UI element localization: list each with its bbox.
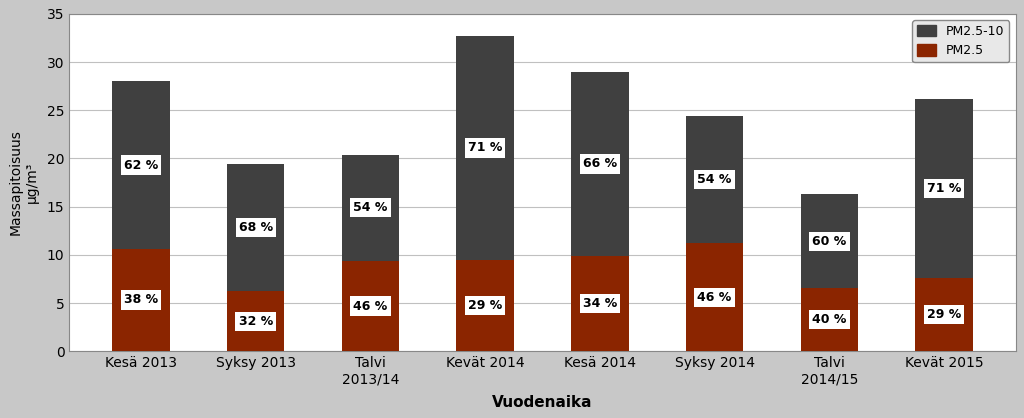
Bar [342, 155, 399, 261]
Bar [571, 71, 629, 256]
Text: 32 %: 32 % [239, 315, 272, 328]
Bar [915, 278, 973, 351]
Bar [457, 260, 514, 351]
Bar [801, 194, 858, 288]
Text: 54 %: 54 % [697, 173, 732, 186]
Text: 66 %: 66 % [583, 158, 616, 171]
Y-axis label: Massapitoisuus
μg/m³: Massapitoisuus μg/m³ [8, 130, 39, 235]
Text: 71 %: 71 % [927, 182, 962, 195]
X-axis label: Vuodenaika: Vuodenaika [493, 395, 593, 410]
Text: 38 %: 38 % [124, 293, 158, 306]
Bar [227, 291, 285, 351]
Bar [571, 256, 629, 351]
Text: 46 %: 46 % [697, 291, 732, 304]
Text: 29 %: 29 % [927, 308, 962, 321]
Bar [915, 99, 973, 278]
Bar [113, 249, 170, 351]
Text: 60 %: 60 % [812, 235, 847, 248]
Text: 29 %: 29 % [468, 299, 503, 312]
Bar [801, 288, 858, 351]
Text: 34 %: 34 % [583, 297, 617, 310]
Text: 62 %: 62 % [124, 158, 158, 171]
Text: 68 %: 68 % [239, 221, 272, 234]
Text: 40 %: 40 % [812, 314, 847, 326]
Bar [686, 116, 743, 243]
Bar [686, 243, 743, 351]
Bar [457, 36, 514, 260]
Bar [342, 261, 399, 351]
Bar [113, 82, 170, 249]
Text: 46 %: 46 % [353, 300, 387, 313]
Bar [227, 164, 285, 291]
Text: 71 %: 71 % [468, 141, 503, 154]
Text: 54 %: 54 % [353, 201, 388, 214]
Legend: PM2.5-10, PM2.5: PM2.5-10, PM2.5 [912, 20, 1010, 62]
